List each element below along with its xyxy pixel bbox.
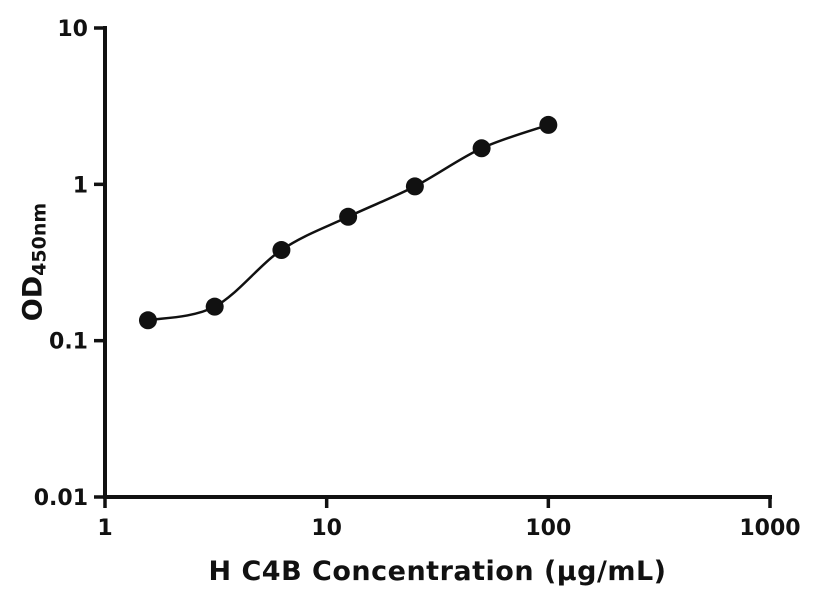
x-axis-tick-label: 100: [525, 516, 571, 541]
data-point: [339, 207, 358, 226]
y-axis-title-subscript: 450nm: [28, 202, 51, 276]
x-axis-tick-label: 10: [311, 516, 342, 541]
x-axis-tick-label: 1: [97, 516, 112, 541]
y-axis-tick-label: 10: [57, 17, 88, 42]
y-axis-title-main: OD: [17, 275, 49, 322]
x-axis-title: H C4B Concentration (μg/mL): [208, 556, 667, 587]
x-axis-tick-label: 1000: [739, 516, 800, 541]
data-point: [405, 177, 424, 196]
y-axis-tick-label: 0.01: [34, 486, 88, 511]
data-point: [539, 115, 558, 134]
y-axis-tick-label: 1: [73, 173, 88, 198]
data-point: [205, 297, 224, 316]
y-axis-tick-label: 0.1: [49, 330, 88, 355]
data-point: [472, 139, 491, 158]
data-point: [272, 241, 291, 260]
data-point: [138, 311, 157, 330]
y-axis-title: OD450nm: [17, 202, 51, 322]
